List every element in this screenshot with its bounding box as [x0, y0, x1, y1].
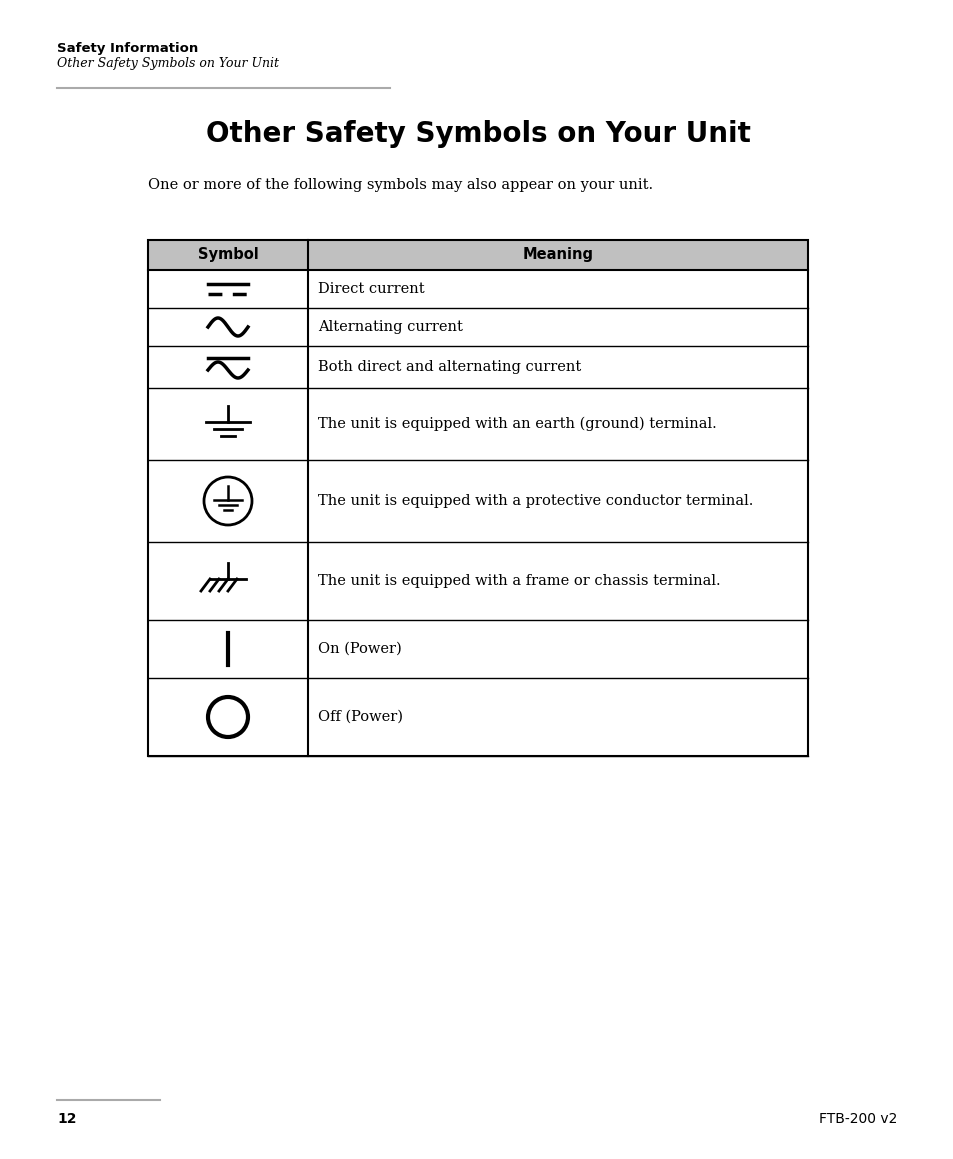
Text: Direct current: Direct current	[317, 282, 424, 296]
Text: Meaning: Meaning	[522, 248, 593, 262]
Text: Alternating current: Alternating current	[317, 320, 462, 334]
Text: FTB-200 v2: FTB-200 v2	[818, 1111, 896, 1127]
Text: 12: 12	[57, 1111, 76, 1127]
Text: Both direct and alternating current: Both direct and alternating current	[317, 360, 580, 374]
Text: On (Power): On (Power)	[317, 642, 401, 656]
Bar	[148, 240, 807, 270]
Text: The unit is equipped with an earth (ground) terminal.: The unit is equipped with an earth (grou…	[317, 417, 716, 431]
Text: The unit is equipped with a protective conductor terminal.: The unit is equipped with a protective c…	[317, 494, 753, 508]
Text: One or more of the following symbols may also appear on your unit.: One or more of the following symbols may…	[148, 178, 653, 192]
Bar	[148, 240, 807, 756]
Text: Safety Information: Safety Information	[57, 42, 198, 54]
Text: Off (Power): Off (Power)	[317, 710, 402, 724]
Text: The unit is equipped with a frame or chassis terminal.: The unit is equipped with a frame or cha…	[317, 574, 720, 588]
Text: Symbol: Symbol	[197, 248, 258, 262]
Text: Other Safety Symbols on Your Unit: Other Safety Symbols on Your Unit	[57, 57, 278, 70]
Text: Other Safety Symbols on Your Unit: Other Safety Symbols on Your Unit	[205, 121, 750, 148]
